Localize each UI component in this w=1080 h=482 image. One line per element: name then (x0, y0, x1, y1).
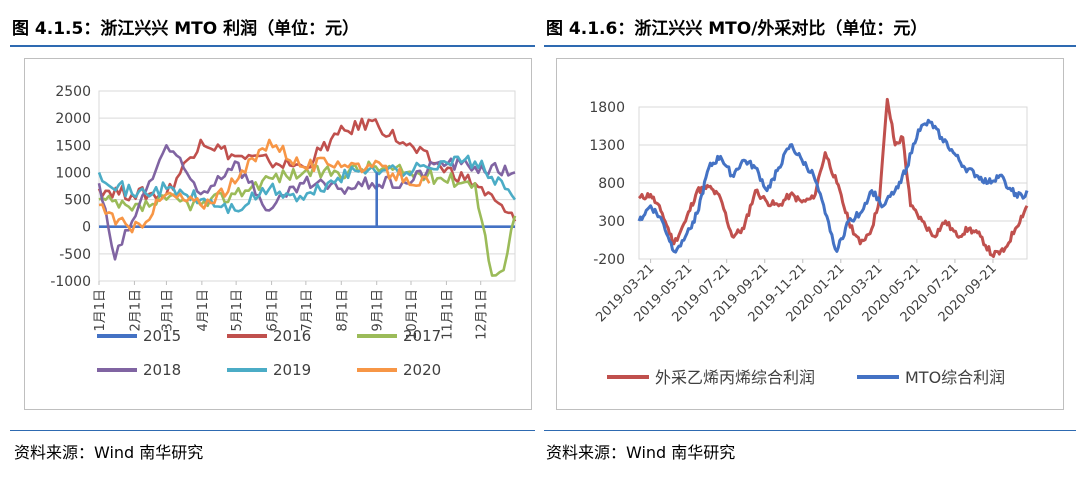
y-tick-label: 0 (82, 220, 91, 236)
y-tick-label: 2500 (55, 84, 91, 100)
series-line-2019 (97, 154, 517, 215)
series-line-2020 (98, 138, 431, 234)
x-tick-label: 10月1日 (405, 289, 420, 340)
x-tick-label: 11月1日 (440, 289, 455, 340)
x-tick-label: 2月1日 (128, 289, 143, 332)
left-chart-frame: -1000 -500 0 500 1000 1500 2000 2500 1月1日 2月1日 3月1… (24, 58, 532, 410)
x-tick-label: 5月1日 (230, 289, 245, 332)
left-chart-title: 图 4.1.5：浙江兴兴 MTO 利润（单位：元） (12, 19, 360, 39)
right-chart-frame: -200 300 800 1300 1800 2019-03-21 2019-05-21 20… (556, 58, 1064, 410)
y-tick-label: 1000 (55, 165, 91, 181)
right-source-note: 资料来源：Wind 南华研究 (546, 443, 736, 462)
legend-label-2015: 2015 (143, 327, 181, 345)
left-title-rule (10, 45, 535, 47)
y-tick-label: 1300 (589, 138, 625, 154)
y-tick-label: 800 (598, 176, 625, 192)
x-tick-label: 12月1日 (475, 289, 490, 340)
series-line-2018 (97, 144, 516, 261)
legend-label-2018: 2018 (143, 361, 181, 379)
y-tick-label: -1000 (50, 274, 91, 290)
right-chart-title: 图 4.1.6：浙江兴兴 MTO/外采对比（单位：元） (546, 19, 928, 39)
y-tick-label: 500 (64, 193, 91, 209)
legend-label-2016: 2016 (273, 327, 311, 345)
left-line-chart: -1000 -500 0 500 1000 1500 2000 2500 1月1日 2月1日 3月1… (50, 84, 517, 379)
x-tick-label: 7月1日 (300, 289, 315, 332)
y-tick-label: 1500 (55, 138, 91, 154)
y-tick-label: -200 (593, 252, 625, 268)
y-tick-label: 2000 (55, 111, 91, 127)
x-tick-label: 4月1日 (196, 289, 211, 332)
series-line-2017 (98, 160, 517, 277)
x-tick-label: 8月1日 (335, 289, 350, 332)
left-source-note: 资料来源：Wind 南华研究 (14, 443, 204, 462)
legend-label-2020: 2020 (403, 361, 441, 379)
x-tick-label: 9月1日 (371, 289, 386, 332)
y-tick-label: 1800 (589, 100, 625, 116)
right-title-rule (544, 45, 1076, 47)
x-tick-label: 3月1日 (160, 289, 175, 332)
series-line-1 (637, 118, 1029, 254)
right-footer-rule (544, 430, 1076, 431)
legend-label-2017: 2017 (403, 327, 441, 345)
left-footer-rule (10, 430, 535, 431)
legend-label-2019: 2019 (273, 361, 311, 379)
y-tick-label: -500 (59, 247, 91, 263)
series-line-0 (637, 97, 1029, 258)
legend-label-0: 外采乙烯丙烯综合利润 (655, 368, 815, 387)
x-tick-label: 6月1日 (266, 289, 281, 332)
y-tick-label: 300 (598, 214, 625, 230)
right-line-chart: -200300800130018002019-03-212019-05-2120… (589, 97, 1029, 387)
x-tick-label: 1月1日 (93, 289, 108, 332)
legend-label-1: MTO综合利润 (905, 368, 1005, 387)
